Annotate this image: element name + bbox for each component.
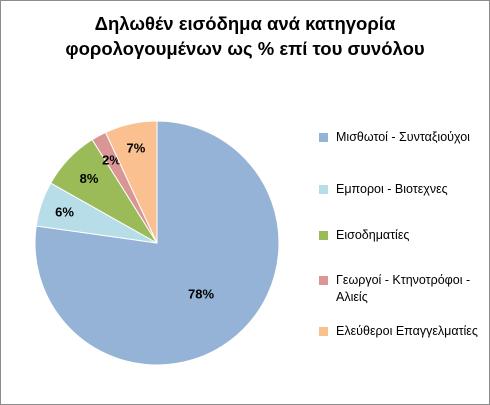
legend-swatch — [319, 276, 328, 285]
pie-slice-eleftheroi — [104, 120, 158, 244]
legend-label: Μισθωτοί - Συνταξιούχοι — [336, 130, 470, 144]
legend-label: Ελεύθεροι Επαγγελματίες — [336, 324, 478, 338]
chart-title-line-2: φορολογουμένων ως % επί του συνόλου — [65, 38, 425, 59]
data-label-emporoi: 6% — [55, 205, 74, 220]
data-label-eleftheroi: 7% — [127, 141, 146, 156]
data-label-misthotoi: 78% — [188, 287, 214, 302]
legend-label: Εισοδηματίες — [336, 228, 410, 242]
legend-swatch — [319, 327, 328, 336]
legend-swatch — [319, 185, 328, 194]
data-label-eisodimaties: 8% — [80, 171, 99, 186]
legend-swatch — [319, 231, 328, 240]
legend-label: Γεωργοί - Κτηνοτρόφοι - Αλιείς — [336, 273, 471, 304]
legend-swatch — [319, 133, 328, 142]
chart-title-line-1: Δηλωθέν εισόδημα ανά κατηγορία — [94, 13, 396, 34]
legend-label: Εμποροι - Βιοτεχνες — [336, 182, 448, 196]
chart-title: Δηλωθέν εισόδημα ανά κατηγορία φορολογου… — [1, 11, 489, 61]
